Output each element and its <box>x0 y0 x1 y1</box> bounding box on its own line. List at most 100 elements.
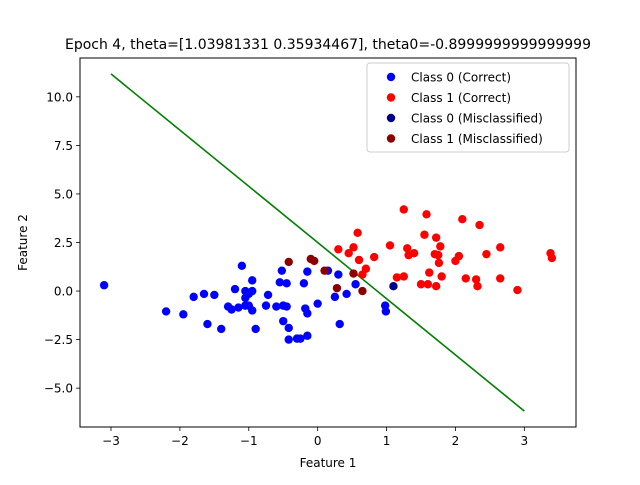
data-point-series-0-25 <box>275 278 284 287</box>
data-point-series-3-0 <box>284 257 293 267</box>
legend-label-0: Class 0 (Correct) <box>411 71 511 85</box>
data-point-series-0-26 <box>277 266 287 275</box>
data-point-series-0-21 <box>251 324 260 334</box>
data-point-series-0-35 <box>299 279 309 288</box>
data-point-series-1-23 <box>434 250 443 260</box>
data-point-series-0-24 <box>272 302 281 311</box>
series-2-points <box>389 281 398 291</box>
series-0-points <box>99 261 391 344</box>
data-point-series-1-21 <box>431 233 441 242</box>
data-point-series-0-20 <box>248 306 257 315</box>
data-point-series-0-38 <box>303 267 312 276</box>
x-tick-label: −3 <box>102 434 120 448</box>
data-point-series-0-12 <box>237 261 247 271</box>
data-point-series-1-28 <box>454 251 464 261</box>
data-point-series-1-14 <box>409 248 419 258</box>
data-point-series-0-37 <box>303 331 312 340</box>
plot-area <box>99 73 557 412</box>
y-tick-label: −2.5 <box>44 333 73 347</box>
x-tick-label: 0 <box>314 434 322 448</box>
x-tick-label: −1 <box>240 434 258 448</box>
data-point-series-0-39 <box>303 309 312 318</box>
data-point-series-0-5 <box>203 319 212 329</box>
data-point-series-3-2 <box>310 256 319 266</box>
data-point-series-1-39 <box>547 253 557 263</box>
chart-title: Epoch 4, theta=[1.03981331 0.35934467], … <box>65 37 591 53</box>
data-point-series-1-34 <box>482 249 491 259</box>
data-point-series-0-46 <box>351 280 360 289</box>
legend-label-2: Class 0 (Misclassified) <box>411 112 543 126</box>
y-tick-label: −5.0 <box>44 382 73 396</box>
data-point-series-0-0 <box>99 281 109 290</box>
legend-marker-0 <box>386 72 396 82</box>
y-axis-label: Feature 2 <box>16 214 30 271</box>
legend: Class 0 (Correct) Class 1 (Correct) Class … <box>366 62 570 153</box>
data-point-series-1-4 <box>354 255 364 265</box>
data-point-series-1-19 <box>425 268 434 277</box>
x-axis: −3 −2 −1 0 1 2 3 <box>102 427 528 448</box>
legend-marker-3 <box>386 134 396 143</box>
data-point-series-0-34 <box>296 334 305 343</box>
data-point-series-3-4 <box>332 283 342 293</box>
data-point-series-1-30 <box>461 274 470 283</box>
legend-marker-2 <box>386 113 396 123</box>
x-tick-label: −2 <box>171 434 189 448</box>
y-tick-label: 10.0 <box>46 90 73 104</box>
data-point-series-1-26 <box>437 272 446 281</box>
data-point-series-0-19 <box>248 286 257 296</box>
data-point-series-0-48 <box>381 307 391 316</box>
data-point-series-0-11 <box>234 303 243 312</box>
data-point-series-0-44 <box>335 319 344 329</box>
data-point-series-0-7 <box>217 324 226 334</box>
data-point-series-1-33 <box>475 220 484 230</box>
data-point-series-3-6 <box>358 286 367 296</box>
data-point-series-0-42 <box>330 292 340 302</box>
data-point-series-1-17 <box>422 210 431 219</box>
data-point-series-1-31 <box>471 275 481 284</box>
y-tick-label: 7.5 <box>54 139 73 153</box>
data-point-series-0-2 <box>179 310 188 319</box>
x-tick-label: 1 <box>383 434 391 448</box>
legend-label-3: Class 1 (Misclassified) <box>411 132 543 146</box>
y-axis: −5.0 −2.5 0.0 2.5 5.0 7.5 10.0 <box>44 90 80 396</box>
data-point-series-0-6 <box>210 290 219 300</box>
data-point-series-0-9 <box>227 305 236 314</box>
data-point-series-1-8 <box>385 241 395 250</box>
data-point-series-1-29 <box>458 214 467 224</box>
data-point-series-0-10 <box>230 284 240 294</box>
data-point-series-0-43 <box>334 270 343 279</box>
data-point-series-0-4 <box>199 289 209 299</box>
data-point-series-1-9 <box>392 273 402 282</box>
data-point-series-1-12 <box>403 244 412 253</box>
data-point-series-0-18 <box>248 276 257 285</box>
data-points-layer <box>99 205 557 344</box>
y-tick-label: 5.0 <box>54 187 73 201</box>
data-point-series-1-32 <box>473 281 482 291</box>
y-tick-label: 2.5 <box>54 236 73 250</box>
data-point-series-1-2 <box>349 243 358 252</box>
series-1-points <box>334 205 557 295</box>
data-point-series-0-1 <box>161 307 171 316</box>
data-point-series-3-3 <box>320 266 329 275</box>
series-3-points <box>284 254 367 296</box>
data-point-series-1-10 <box>399 205 408 214</box>
legend-label-1: Class 1 (Correct) <box>411 91 511 105</box>
data-point-series-1-35 <box>496 243 505 252</box>
data-point-series-0-27 <box>279 316 288 326</box>
legend-box <box>366 62 570 153</box>
data-point-series-1-1 <box>344 248 353 258</box>
data-point-series-0-45 <box>342 289 351 299</box>
data-point-series-1-7 <box>369 252 379 262</box>
data-point-series-1-15 <box>416 280 426 289</box>
data-point-series-1-0 <box>334 245 343 254</box>
data-point-series-0-29 <box>282 302 291 311</box>
data-point-series-1-37 <box>513 285 522 295</box>
data-point-series-3-5 <box>349 269 358 278</box>
data-point-series-1-11 <box>399 272 408 281</box>
data-point-series-0-23 <box>263 290 273 300</box>
decision-boundary-layer <box>110 73 525 412</box>
x-tick-label: 2 <box>452 434 460 448</box>
y-tick-label: 0.0 <box>54 285 73 299</box>
legend-marker-1 <box>386 93 396 102</box>
